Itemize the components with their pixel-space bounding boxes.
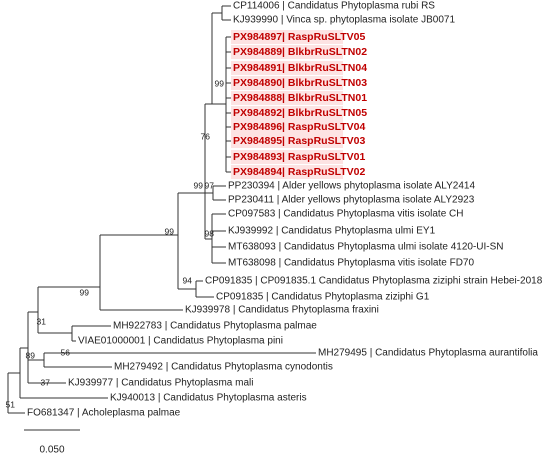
- highlight: [231, 106, 343, 120]
- leaf-label: KJ940013 | Candidatus Phytoplasma asteri…: [110, 393, 307, 404]
- leaf-label: VIAE01000001 | Candidatus Phytoplasma pi…: [78, 336, 283, 347]
- bootstrap-value: 89: [26, 350, 36, 360]
- bootstrap-value: 37: [41, 377, 51, 387]
- leaf-label: KJ939977 | Candidatus Phytoplasma mali: [68, 378, 253, 389]
- highlight: [231, 76, 343, 90]
- bootstrap-value: 76: [201, 131, 211, 141]
- leaf-label: KJ939990 | Vinca sp. phytoplasma isolate…: [233, 15, 455, 26]
- leaf-label: CP097583 | Candidatus Phytoplasma vitis …: [228, 209, 464, 220]
- leaf-label: PX984888| BlkbrRuSLTN01: [233, 92, 367, 104]
- highlight: [231, 120, 343, 134]
- leaf-label: PX984896| RaspRuSLTV04: [233, 121, 365, 133]
- highlight: [231, 165, 343, 179]
- leaf-label: KJ939992 | Candidatus Phytoplasma ulmi E…: [228, 226, 436, 237]
- bootstrap-value: 99: [215, 78, 225, 88]
- leaf-label: MT638098 | Candidatus Phytoplasma vitis …: [228, 258, 474, 269]
- bootstrap-value: 31: [37, 316, 47, 326]
- leaf-label: FO681347 | Acholeplasma palmae: [27, 408, 181, 419]
- bootstrap-value: 94: [183, 275, 193, 285]
- bootstrap-value: 99: [194, 180, 204, 190]
- leaf-label: PX984894| RaspRuSLTV02: [233, 166, 365, 178]
- leaf-label: MH279492 | Candidatus Phytoplasma cynodo…: [114, 362, 333, 373]
- bootstrap-value: 56: [61, 347, 71, 357]
- bootstrap-value: 98: [205, 228, 215, 238]
- leaf-label: PX984889| BlkbrRuSLTN02: [233, 46, 367, 58]
- highlight: [231, 30, 343, 44]
- leaf-label: PX984895| RaspRuSLTV03: [233, 135, 365, 147]
- leaf-label: PX984893| RaspRuSLTV01: [233, 151, 365, 163]
- leaf-label: PP230394 | Alder yellows phytoplasma iso…: [228, 181, 475, 192]
- highlight: [231, 91, 343, 105]
- bootstrap-value: 97: [205, 180, 215, 190]
- leaf-label: CP114006 | Candidatus Phytoplasma rubi R…: [233, 1, 435, 12]
- leaf-label: CP091835 | Candidatus Phytoplasma ziziph…: [216, 292, 430, 303]
- bootstrap-value: 51: [6, 399, 16, 409]
- highlight: [231, 134, 343, 148]
- leaf-label: CP091835 | CP091835.1 Candidatus Phytopl…: [205, 276, 543, 287]
- bootstrap-value: 99: [80, 287, 90, 297]
- leaf-label: PX984890| BlkbrRuSLTN03: [233, 77, 367, 89]
- leaf-label: MT638093 | Candidatus Phytoplasma ulmi i…: [228, 242, 504, 253]
- highlight: [231, 61, 343, 75]
- scale-label: 0.050: [39, 445, 64, 456]
- branches: [7, 5, 316, 414]
- highlight: [231, 150, 343, 164]
- leaf-label: PP230411 | Alder yellows phytoplasma iso…: [228, 195, 475, 206]
- leaf-label: PX984891| BlkbrRuSLTN04: [233, 62, 367, 74]
- leaf-label: MH922783 | Candidatus Phytoplasma palmae: [113, 321, 317, 332]
- leaf-label: MH279495 | Candidatus Phytoplasma aurant…: [318, 348, 538, 359]
- highlight: [231, 45, 343, 59]
- leaf-label: PX984897| RaspRuSLTV05: [233, 31, 365, 43]
- leaf-label: PX984892| BlkbrRuSLTN05: [233, 107, 367, 119]
- leaf-label: KJ939978 | Candidatus Phytoplasma fraxin…: [185, 305, 379, 316]
- bootstrap-value: 99: [165, 226, 175, 236]
